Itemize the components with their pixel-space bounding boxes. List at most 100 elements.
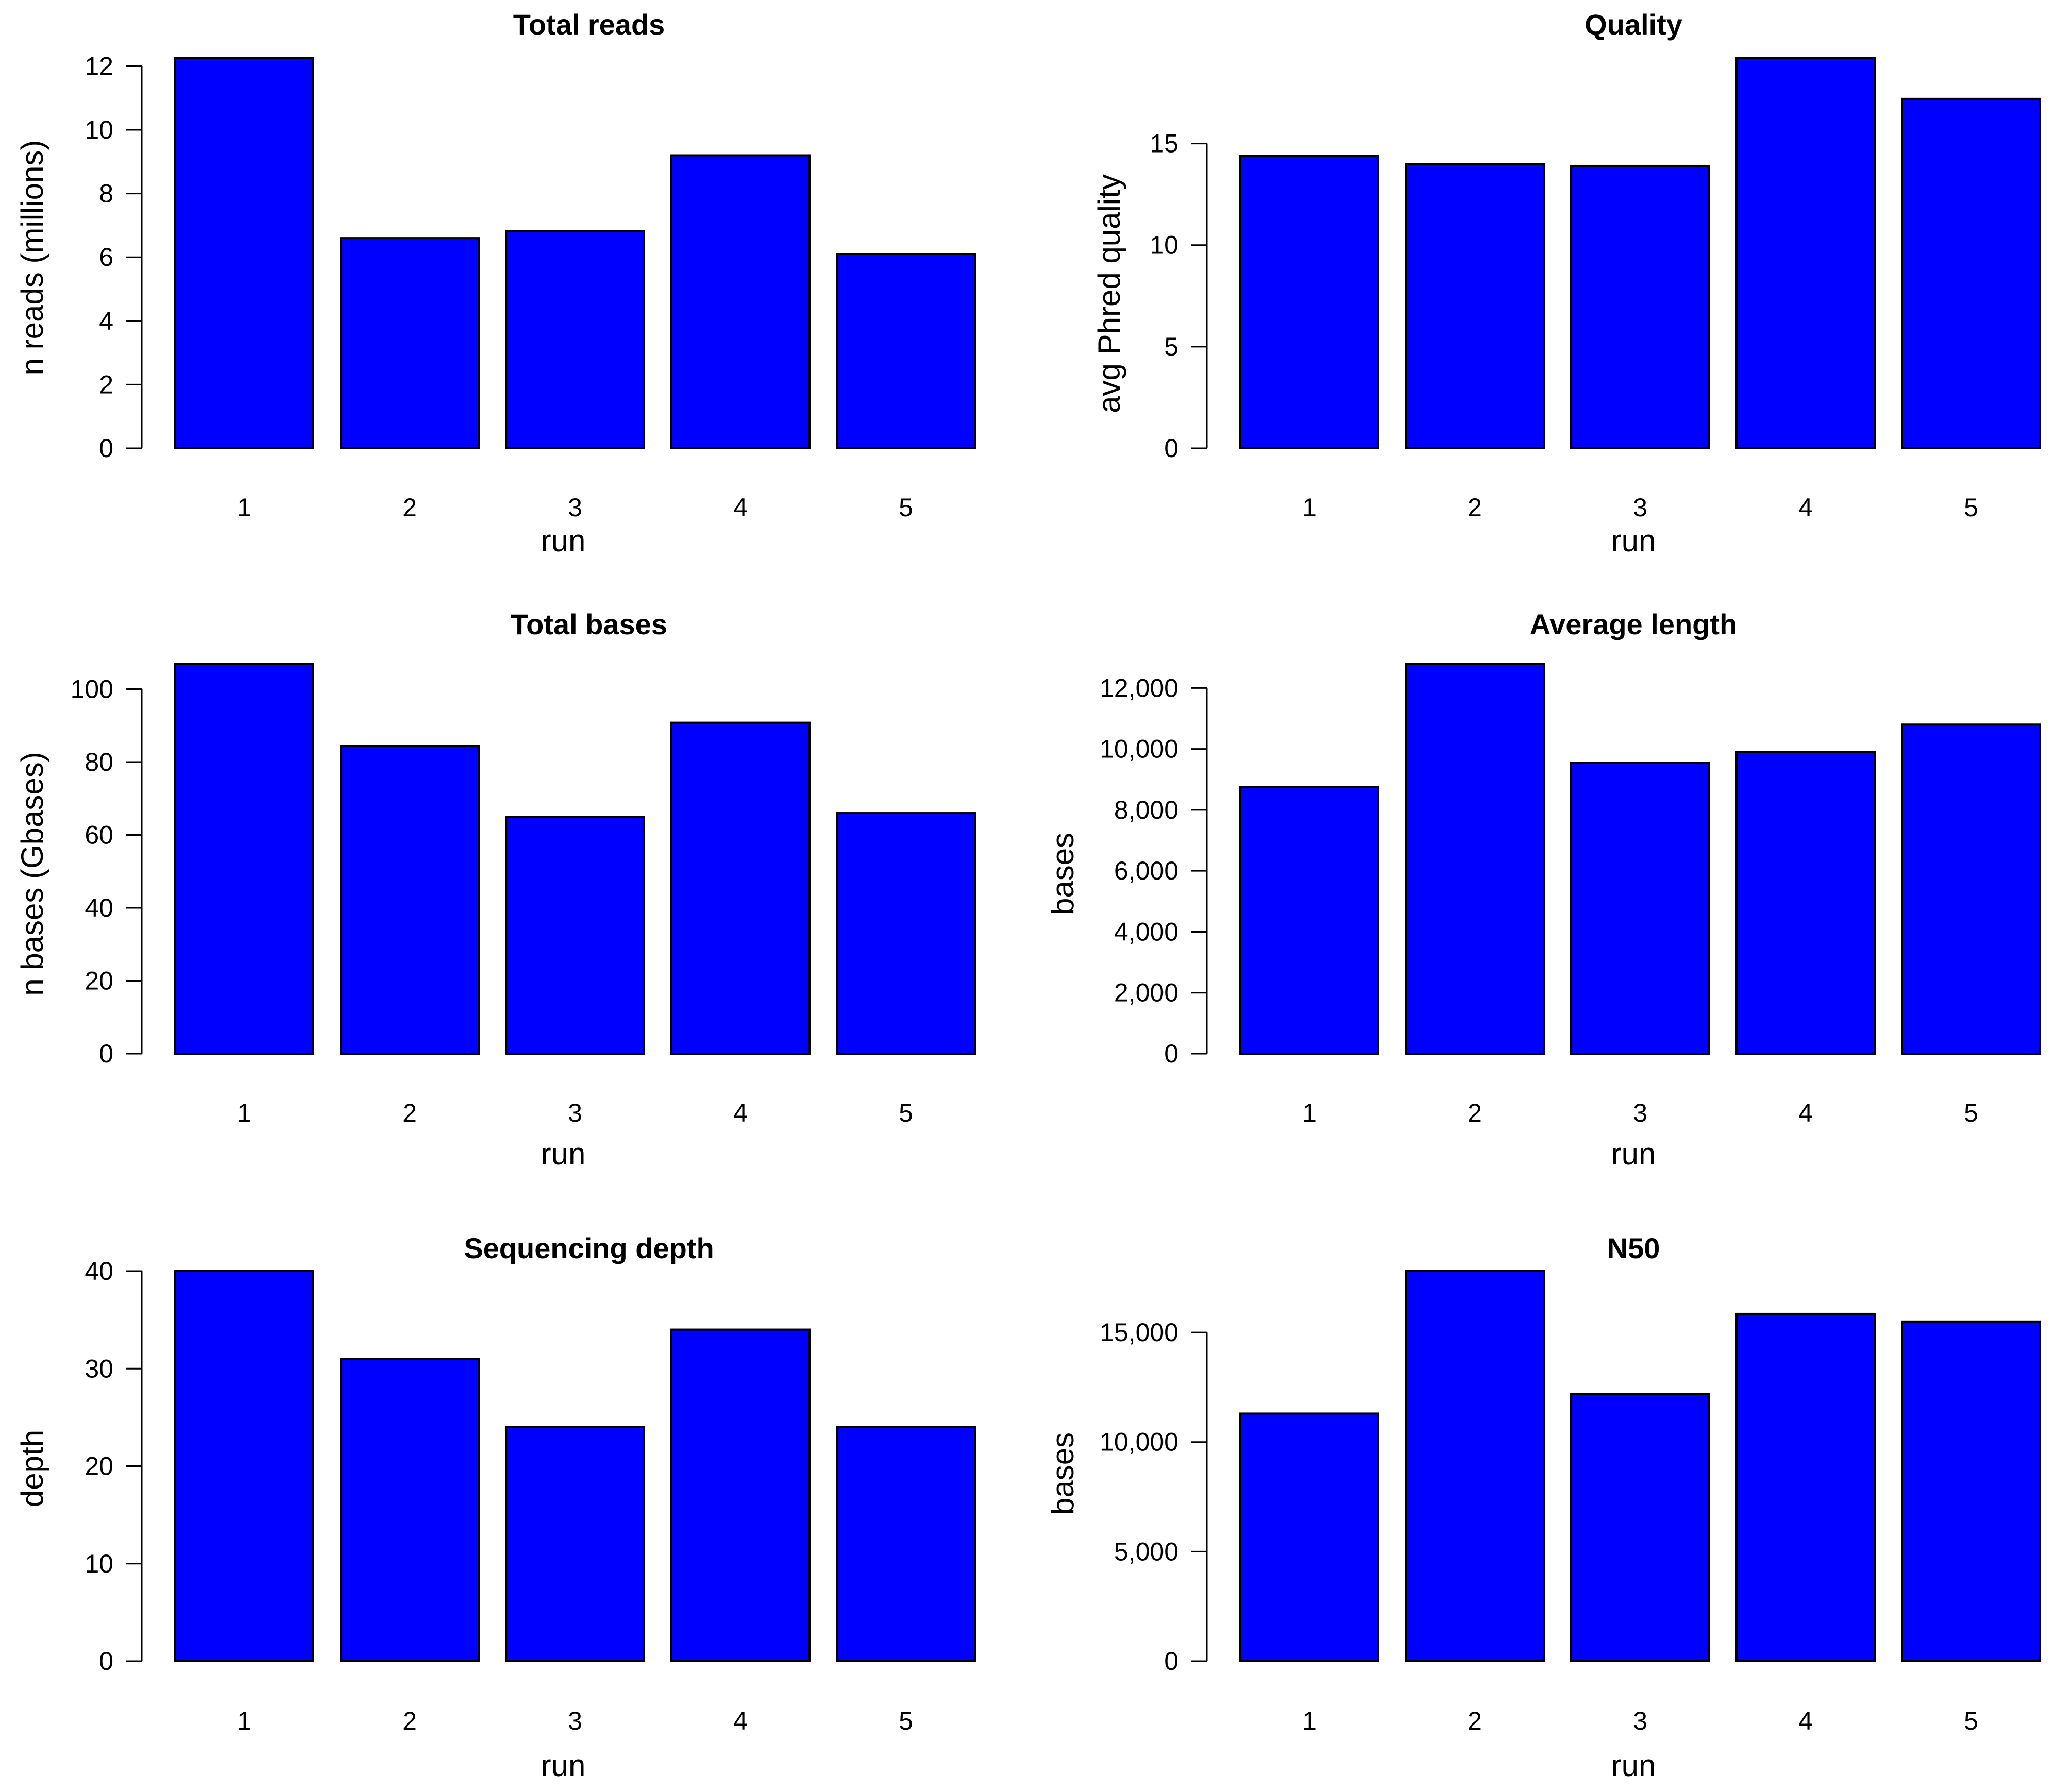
y-tick-label: 0 [1164,434,1178,463]
bar-run-3 [1570,1393,1710,1662]
x-tick-label: 3 [568,1098,582,1127]
panel-title: Sequencing depth [464,1232,714,1264]
x-tick-label: 1 [1302,493,1317,522]
y-tick-label: 30 [85,1354,113,1383]
y-tick-label: 10 [85,1549,113,1578]
y-tick-label: 4,000 [1114,917,1178,946]
bar-run-4 [1735,1312,1876,1662]
x-tick-label: 2 [402,1706,417,1735]
x-tick-label: 5 [1964,493,1978,522]
bar-run-4 [1735,751,1876,1055]
bar-run-4 [1735,57,1876,449]
x-tick-label: 1 [237,493,251,522]
bar-run-5 [1901,1320,2041,1663]
y-tick-label: 100 [71,675,113,704]
y-tick-label: 10,000 [1100,735,1178,764]
x-tick-label: 3 [1633,1706,1647,1735]
x-tick-label: 2 [1468,1706,1482,1735]
bar-run-1 [174,1270,314,1662]
x-axis-label: run [541,1137,586,1171]
y-tick-label: 5 [1164,332,1178,361]
bar-run-3 [1570,762,1710,1055]
panel-n50: N50 0 5,000 10,000 15,000 1 2 3 4 5 run bases [1046,1232,2041,1783]
x-tick-label: 1 [1302,1706,1317,1735]
x-tick-label: 4 [1798,1098,1813,1127]
bar-run-4 [670,154,811,449]
x-tick-label: 1 [237,1098,251,1127]
y-axis-label: depth [15,1430,49,1507]
bar-run-4 [670,1328,811,1663]
y-tick-label: 2 [99,370,113,399]
x-tick-label: 4 [733,1098,748,1127]
x-tick-label: 4 [1798,493,1813,522]
x-tick-label: 5 [1964,1098,1978,1127]
x-tick-label: 4 [1798,1706,1813,1735]
y-tick-label: 60 [85,821,113,850]
y-tick-label: 2,000 [1114,978,1178,1007]
x-tick-label: 4 [733,1706,748,1735]
bar-run-1 [174,663,314,1055]
x-axis-label: run [1611,523,1656,558]
bar-run-2 [1405,663,1545,1055]
bar-run-1 [1239,1412,1379,1663]
bar-run-2 [1405,1270,1545,1662]
bar-run-4 [670,721,811,1055]
bar-run-3 [1570,164,1710,449]
panel-title: Average length [1530,608,1737,640]
y-axis-label: avg Phred quality [1092,174,1126,413]
y-tick-label: 0 [99,1647,113,1676]
y-tick-label: 0 [99,434,113,463]
bar-run-5 [836,253,976,449]
y-tick-label: 8 [99,179,113,208]
panel-title: Total reads [513,8,665,41]
x-tick-label: 5 [899,1706,913,1735]
y-tick-label: 10 [1150,231,1178,260]
x-tick-label: 2 [402,1098,417,1127]
y-tick-label: 6,000 [1114,856,1178,885]
x-tick-label: 2 [402,493,417,522]
x-tick-label: 3 [568,493,582,522]
panel-title: Total bases [511,608,667,640]
y-tick-label: 6 [99,243,113,272]
bar-run-3 [505,230,645,449]
panel-total-bases: Total bases 0 20 40 60 80 100 1 2 3 4 5 run n bas… [15,608,976,1171]
x-tick-label: 3 [1633,493,1647,522]
y-tick-label: 8,000 [1114,796,1178,824]
y-tick-label: 0 [1164,1039,1178,1068]
panel-sequencing-depth: Sequencing depth 0 10 20 30 40 1 2 3 4 5 run dep… [15,1232,976,1783]
y-axis-label: n bases (Gbases) [15,752,49,996]
y-tick-label: 12,000 [1100,673,1178,702]
panel-average-length: Average length 0 2,000 4,000 6,000 8,000 10,0… [1046,608,2041,1171]
y-tick-label: 10,000 [1100,1428,1178,1457]
panel-title: Quality [1585,8,1682,41]
y-tick-label: 12 [85,52,113,80]
panel-quality: Quality 0 5 10 15 1 2 3 4 5 run avg Phred quali… [1092,8,2041,558]
bar-run-1 [174,57,314,449]
y-tick-label: 40 [85,1257,113,1286]
y-tick-label: 0 [99,1039,113,1068]
y-axis-label: bases [1046,1432,1080,1515]
bar-run-3 [505,1426,645,1663]
y-tick-label: 20 [85,1452,113,1481]
bar-run-1 [1239,155,1379,449]
bar-run-2 [340,745,480,1055]
y-axis-label: n reads (millions) [15,140,49,376]
x-axis-label: run [541,523,586,558]
x-tick-label: 3 [568,1706,582,1735]
y-tick-label: 15 [1150,129,1178,158]
y-tick-label: 15,000 [1100,1318,1178,1347]
y-tick-label: 20 [85,967,113,995]
y-tick-label: 0 [1164,1647,1178,1676]
x-tick-label: 5 [1964,1706,1978,1735]
y-tick-label: 80 [85,748,113,776]
x-tick-label: 2 [1468,1098,1482,1127]
x-tick-label: 3 [1633,1098,1647,1127]
bar-run-5 [1901,723,2041,1055]
bar-run-2 [1405,163,1545,450]
bar-run-2 [340,1358,480,1662]
x-tick-label: 2 [1468,493,1482,522]
x-axis-label: run [1611,1748,1656,1783]
bar-run-2 [340,237,480,449]
bar-run-1 [1239,786,1379,1055]
